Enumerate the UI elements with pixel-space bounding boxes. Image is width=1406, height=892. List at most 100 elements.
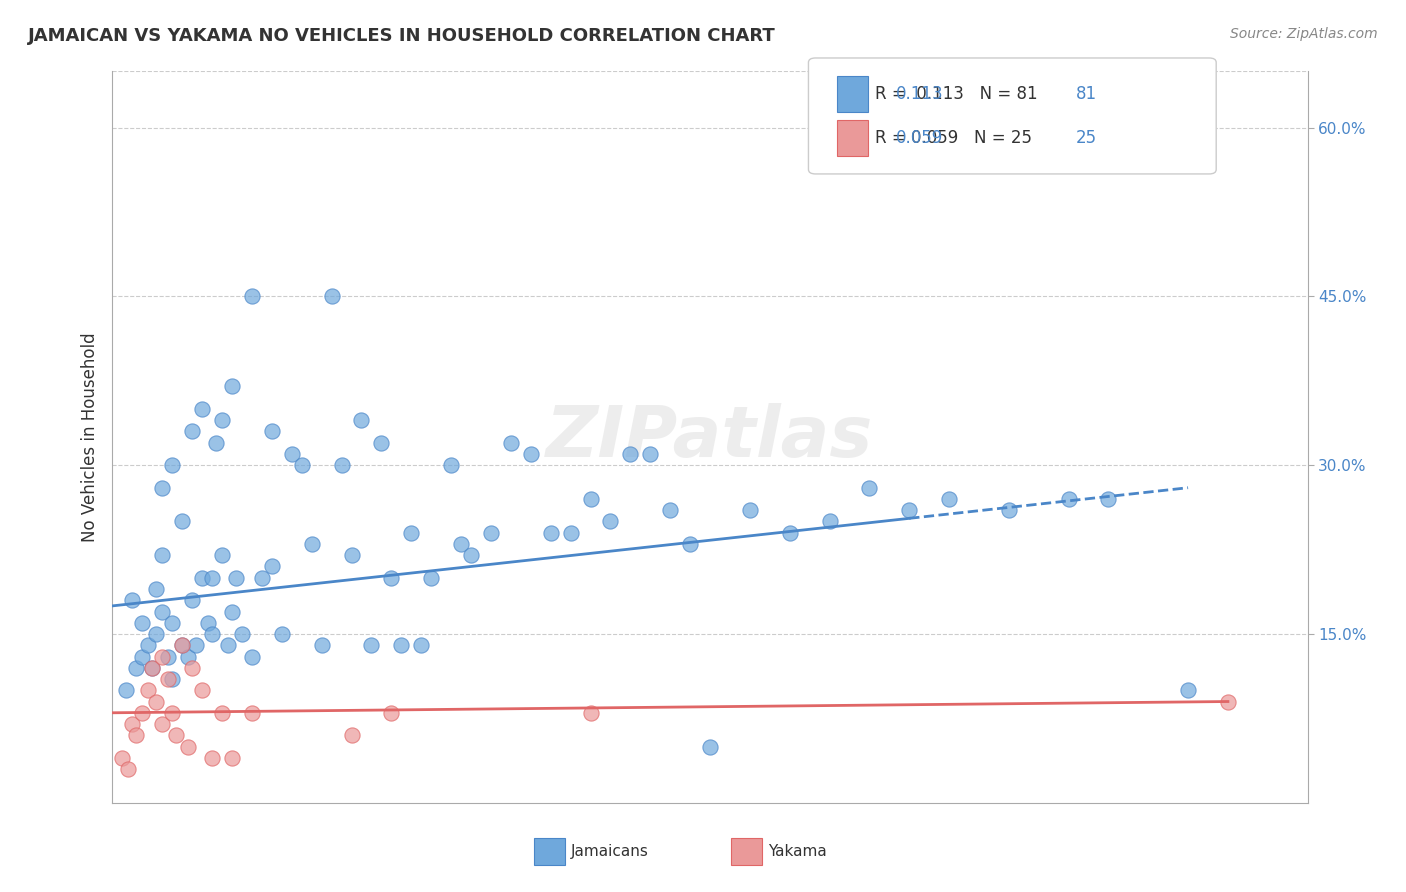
Point [138, 683, 160, 698]
Text: Yakama: Yakama [768, 845, 827, 859]
Point [1097, 491, 1119, 506]
Point [145, 582, 167, 596]
Text: R = 0.059   N = 25: R = 0.059 N = 25 [875, 129, 1032, 147]
Point [181, 593, 204, 607]
Point [281, 447, 304, 461]
Point [150, 649, 173, 664]
Point [191, 683, 214, 698]
Point [858, 481, 880, 495]
Point [301, 537, 323, 551]
Point [380, 706, 402, 720]
Point [172, 515, 194, 529]
Point [240, 706, 263, 720]
Point [172, 638, 194, 652]
Point [270, 627, 292, 641]
Text: Source: ZipAtlas.com: Source: ZipAtlas.com [1230, 27, 1378, 41]
Point [420, 571, 443, 585]
Point [380, 571, 402, 585]
Point [250, 571, 273, 585]
Point [131, 706, 153, 720]
Point [150, 548, 173, 562]
Point [330, 458, 353, 473]
Point [401, 525, 423, 540]
Point [260, 425, 283, 439]
Point [360, 638, 382, 652]
Point [619, 447, 641, 461]
Point [205, 435, 228, 450]
Point [125, 661, 148, 675]
Point [157, 672, 180, 686]
Point [145, 694, 167, 708]
Point [370, 435, 392, 450]
Point [141, 661, 163, 675]
Point [217, 638, 239, 652]
Point [998, 503, 1021, 517]
Point [520, 447, 543, 461]
Point [540, 525, 562, 540]
Point [201, 751, 224, 765]
Text: 25: 25 [1076, 129, 1097, 147]
Point [150, 605, 173, 619]
Point [141, 661, 163, 675]
Point [197, 615, 219, 630]
Point [450, 537, 472, 551]
Text: 0.113: 0.113 [896, 85, 943, 103]
Point [177, 649, 200, 664]
Point [211, 706, 233, 720]
Point [389, 638, 412, 652]
Point [177, 739, 200, 754]
Point [640, 447, 662, 461]
Point [186, 638, 208, 652]
Point [779, 525, 801, 540]
Point [121, 717, 143, 731]
Point [162, 615, 183, 630]
Point [201, 627, 224, 641]
Point [818, 515, 841, 529]
Point [560, 525, 582, 540]
Point [411, 638, 433, 652]
Point [162, 458, 183, 473]
Point [121, 593, 143, 607]
Point [291, 458, 314, 473]
Point [350, 413, 373, 427]
Point [898, 503, 921, 517]
Point [440, 458, 463, 473]
Point [225, 571, 247, 585]
Point [181, 661, 204, 675]
Text: Jamaicans: Jamaicans [571, 845, 648, 859]
Text: R =  0.113   N = 81: R = 0.113 N = 81 [875, 85, 1038, 103]
Point [191, 401, 214, 416]
Point [699, 739, 721, 754]
Point [145, 627, 167, 641]
Text: 81: 81 [1076, 85, 1097, 103]
Point [138, 638, 160, 652]
Point [340, 548, 363, 562]
Point [240, 289, 263, 303]
Point [150, 717, 173, 731]
Point [599, 515, 621, 529]
Point [479, 525, 502, 540]
Point [231, 627, 253, 641]
Text: JAMAICAN VS YAKAMA NO VEHICLES IN HOUSEHOLD CORRELATION CHART: JAMAICAN VS YAKAMA NO VEHICLES IN HOUSEH… [28, 27, 776, 45]
Point [221, 605, 243, 619]
Point [111, 751, 134, 765]
Point [311, 638, 333, 652]
Point [201, 571, 224, 585]
Point [191, 571, 214, 585]
Point [211, 548, 233, 562]
Point [150, 481, 173, 495]
Text: 0.059: 0.059 [896, 129, 943, 147]
Point [181, 425, 204, 439]
Point [938, 491, 960, 506]
Text: ZIPatlas: ZIPatlas [547, 402, 873, 472]
Point [125, 728, 148, 742]
Point [1216, 694, 1239, 708]
Point [131, 615, 153, 630]
Point [221, 751, 243, 765]
Point [165, 728, 187, 742]
Point [157, 649, 180, 664]
Point [321, 289, 343, 303]
Point [260, 559, 283, 574]
Point [162, 706, 183, 720]
Point [1057, 491, 1080, 506]
